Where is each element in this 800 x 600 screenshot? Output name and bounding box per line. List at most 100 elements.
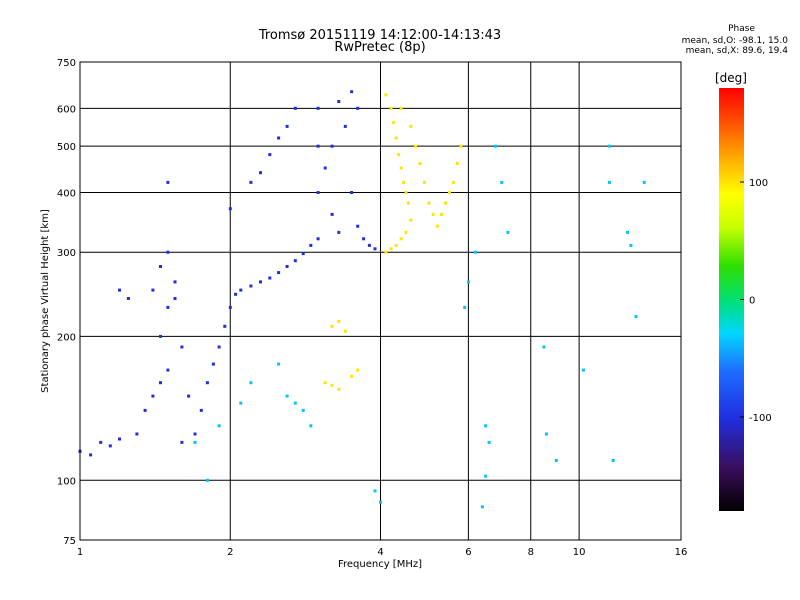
data-point	[448, 191, 451, 194]
data-point	[159, 381, 162, 385]
data-point	[316, 106, 320, 110]
data-point	[455, 162, 459, 165]
data-point	[466, 280, 470, 284]
data-point	[435, 224, 439, 228]
grid-lines	[80, 62, 681, 540]
data-point	[409, 124, 413, 128]
data-point	[217, 424, 221, 428]
scatter-points	[78, 90, 646, 509]
data-point	[451, 180, 455, 184]
data-point	[239, 288, 243, 292]
data-point	[484, 424, 488, 428]
chart-subtitle: RwPretec (8p)	[334, 40, 426, 55]
x-tick-label: 1	[77, 547, 83, 558]
data-point	[356, 368, 360, 372]
data-point	[187, 394, 191, 398]
data-point	[159, 265, 162, 268]
data-point	[350, 191, 354, 194]
data-point	[228, 207, 232, 211]
data-point	[316, 191, 320, 194]
data-point	[259, 171, 262, 175]
data-point	[480, 505, 484, 509]
data-point	[211, 362, 215, 366]
data-point	[323, 381, 327, 385]
data-point	[108, 444, 112, 448]
data-point	[423, 180, 426, 184]
data-point	[418, 162, 422, 165]
y-tick-label: 400	[57, 188, 76, 199]
y-tick-label: 500	[57, 142, 76, 153]
data-point	[343, 124, 347, 128]
data-point	[350, 374, 354, 378]
data-point	[384, 250, 388, 254]
colorbar	[719, 88, 744, 511]
data-point	[399, 106, 403, 110]
data-point	[277, 136, 281, 140]
y-axis-ticks: 75 100 200 300 400 500 600 750	[57, 58, 76, 547]
data-point	[373, 247, 377, 251]
data-point	[500, 180, 504, 184]
data-point	[285, 394, 289, 398]
data-point	[392, 121, 396, 125]
x-tick-label: 2	[227, 547, 233, 558]
data-point	[166, 305, 170, 309]
data-point	[406, 201, 410, 205]
data-point	[118, 288, 121, 292]
data-point	[463, 305, 467, 309]
data-point	[397, 153, 401, 157]
data-point	[356, 224, 360, 228]
data-point	[309, 243, 313, 247]
data-point	[259, 280, 262, 284]
data-point	[118, 437, 121, 441]
data-point	[316, 237, 320, 241]
data-point	[249, 180, 253, 184]
data-point	[389, 247, 393, 251]
data-point	[474, 250, 477, 254]
data-point	[166, 250, 170, 254]
data-point	[159, 334, 162, 338]
data-point	[301, 252, 305, 256]
data-point	[193, 440, 197, 444]
y-tick-label: 200	[57, 332, 76, 343]
x-axis-label: Frequency [MHz]	[338, 559, 422, 570]
x-tick-label: 16	[675, 547, 688, 558]
data-point	[205, 478, 209, 482]
data-point	[293, 259, 297, 263]
data-point	[205, 381, 209, 385]
data-point	[494, 144, 497, 148]
data-point	[316, 144, 320, 148]
data-point	[431, 212, 435, 216]
data-point	[629, 243, 633, 247]
data-point	[362, 237, 366, 241]
data-point	[427, 201, 431, 205]
data-point	[379, 500, 382, 504]
data-point	[180, 440, 184, 444]
data-point	[459, 144, 463, 148]
data-point	[642, 180, 646, 184]
x-tick-label: 6	[465, 547, 471, 558]
data-point	[542, 345, 546, 349]
data-point	[402, 180, 406, 184]
data-point	[173, 280, 177, 284]
data-point	[626, 230, 629, 234]
y-tick-label: 75	[63, 536, 76, 547]
data-point	[389, 106, 393, 110]
data-point	[484, 474, 488, 478]
data-point	[309, 424, 313, 428]
data-point	[234, 292, 238, 296]
data-point	[166, 180, 170, 184]
data-point	[337, 319, 341, 323]
data-point	[173, 297, 177, 300]
data-point	[277, 362, 281, 366]
chart-title: Tromsø 20151119 14:12:00-14:13:43	[258, 28, 502, 43]
data-point	[337, 387, 341, 391]
plot-frame	[79, 61, 682, 541]
data-point	[440, 212, 443, 216]
data-point	[268, 276, 272, 280]
colorbar-unit-label: [deg]	[715, 71, 747, 85]
data-point	[409, 218, 413, 222]
data-point	[193, 432, 197, 436]
data-point	[404, 191, 408, 194]
data-point	[330, 144, 334, 148]
